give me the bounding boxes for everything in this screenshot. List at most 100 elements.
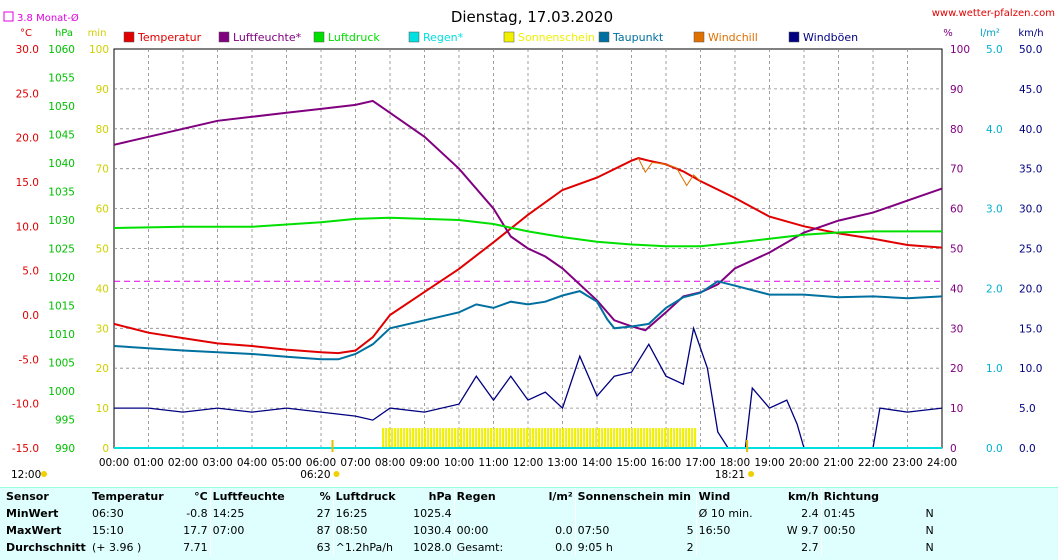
stats-cell: N xyxy=(925,507,934,520)
x-tick-label: 04:00 xyxy=(237,457,267,469)
rain-tick-label: 4.0 xyxy=(986,124,1003,136)
chart-grid xyxy=(113,48,943,449)
stats-cell: 16:25 xyxy=(332,505,404,522)
min-tick-label: 100 xyxy=(89,44,109,56)
stats-head-dir: Richtung xyxy=(820,488,900,505)
press-tick-label: 1060 xyxy=(48,44,75,56)
x-tick-label: 24:00 xyxy=(927,457,957,469)
noon-icon xyxy=(41,471,47,477)
sunrise-icon xyxy=(333,471,340,477)
legend-label: Taupunkt xyxy=(612,31,664,44)
min-tick-label: 80 xyxy=(96,124,109,136)
x-tick-label: 20:00 xyxy=(789,457,819,469)
legend-label: Windchill xyxy=(708,31,758,44)
stats-cell: 27 xyxy=(316,507,331,520)
series-line-luftfeuchte xyxy=(113,99,943,332)
legend-swatch xyxy=(503,31,515,43)
temp-tick-label: -10.0 xyxy=(12,399,39,411)
stats-row-min: MinWert 06:30 -0.8 14:25 27 16:25 1025.4… xyxy=(0,505,936,522)
x-tick-label: 13:00 xyxy=(547,457,577,469)
temp-tick-label: 30.0 xyxy=(16,44,39,56)
stats-cell: 2 xyxy=(686,541,694,554)
stats-cell: 87 xyxy=(316,524,331,537)
x-tick-label: 08:00 xyxy=(375,457,405,469)
stats-cell xyxy=(209,539,297,556)
pct-tick-label: 100 xyxy=(950,44,970,56)
stats-cell xyxy=(820,539,900,556)
x-tick-label: 19:00 xyxy=(754,457,784,469)
stats-cell: ^1.2hPa/h xyxy=(332,539,404,556)
stats-cell xyxy=(574,505,669,522)
press-tick-label: 1030 xyxy=(48,215,75,227)
wind-tick-label: 20.0 xyxy=(1019,283,1042,295)
stats-table: Sensor Temperatur °C Luftfeuchte % Luftd… xyxy=(0,488,936,556)
stats-head-sun: Sonnenschein min xyxy=(574,488,697,505)
stats-cell: 14:25 xyxy=(209,505,297,522)
temp-tick-label: 10.0 xyxy=(16,221,39,233)
wind-tick-label: 25.0 xyxy=(1019,244,1042,256)
noon-label: 12:00 xyxy=(11,469,41,481)
x-tick-label: 18:00 xyxy=(720,457,750,469)
stats-head-temp: Temperatur xyxy=(92,490,164,503)
sunset-icon xyxy=(748,471,755,477)
press-tick-label: 990 xyxy=(55,443,75,455)
stats-cell: 5 xyxy=(686,524,694,537)
monthly-avg-icon xyxy=(3,11,14,22)
stats-cell: -0.8 xyxy=(186,507,208,520)
pct-unit: % xyxy=(943,28,953,39)
series-line-taupunkt xyxy=(113,280,943,361)
stats-cell: Ø 10 min. xyxy=(695,505,771,522)
x-tick-label: 17:00 xyxy=(685,457,715,469)
legend-label: Windböen xyxy=(803,31,858,44)
stats-head-press: Luftdruck xyxy=(332,488,404,505)
x-tick-label: 05:00 xyxy=(271,457,301,469)
temp-tick-label: 20.0 xyxy=(16,133,39,145)
stats-cell: 7.71 xyxy=(183,541,208,554)
pct-tick-label: 50 xyxy=(950,244,963,256)
press-tick-label: 1015 xyxy=(48,301,75,313)
legend-label: Regen* xyxy=(423,31,464,44)
stats-cell: (+ 3.96 ) xyxy=(92,541,142,554)
x-tick-label: 02:00 xyxy=(168,457,198,469)
press-tick-label: 995 xyxy=(55,415,75,427)
min-tick-label: 60 xyxy=(96,204,109,216)
x-tick-label: 03:00 xyxy=(202,457,232,469)
stats-cell: 00:50 xyxy=(820,522,900,539)
press-tick-label: 1005 xyxy=(48,358,75,370)
press-tick-label: 1045 xyxy=(48,130,75,142)
x-tick-label: 01:00 xyxy=(133,457,163,469)
x-tick-label: 21:00 xyxy=(823,457,853,469)
stats-head-wind: Wind xyxy=(695,488,771,505)
press-tick-label: 1050 xyxy=(48,101,75,113)
x-tick-label: 22:00 xyxy=(858,457,888,469)
stats-head-wind-unit: km/h xyxy=(788,490,819,503)
stats-cell: N xyxy=(925,541,934,554)
x-tick-label: 00:00 xyxy=(99,457,129,469)
rain-tick-label: 5.0 xyxy=(986,44,1003,56)
pct-tick-label: 30 xyxy=(950,323,963,335)
stats-header-row: Sensor Temperatur °C Luftfeuchte % Luftd… xyxy=(0,488,936,505)
stats-head-sensor: Sensor xyxy=(6,490,49,503)
min-tick-label: 0 xyxy=(102,443,109,455)
stats-cell: 07:00 xyxy=(209,522,297,539)
press-tick-label: 1040 xyxy=(48,158,75,170)
series-line-windben xyxy=(114,325,943,449)
legend-swatch xyxy=(313,31,325,43)
site-link[interactable]: www.wetter-pfalzen.com xyxy=(932,8,1055,19)
legend-swatch xyxy=(788,31,800,43)
chart-background xyxy=(0,0,1058,487)
temp-tick-label: 15.0 xyxy=(16,177,39,189)
chart-legend: Temperatur Luftfeuchte* Luftdruck Regen* Son… xyxy=(123,31,858,44)
press-unit: hPa xyxy=(55,28,73,39)
wind-tick-label: 0.0 xyxy=(1019,443,1036,455)
legend-swatch xyxy=(598,31,610,43)
x-tick-label: 06:00 xyxy=(306,457,336,469)
stats-cell: 1028.0 xyxy=(413,541,452,554)
stats-row-label: Durchschnitt xyxy=(6,541,86,554)
pct-tick-label: 40 xyxy=(950,283,963,295)
temp-tick-label: -15.0 xyxy=(12,443,39,455)
stats-cell: N xyxy=(925,524,934,537)
wind-tick-label: 45.0 xyxy=(1019,84,1042,96)
stats-row-avg: Durchschnitt (+ 3.96 ) 7.71 63 ^1.2hPa/h… xyxy=(0,539,936,556)
stats-cell: 1025.4 xyxy=(413,507,452,520)
